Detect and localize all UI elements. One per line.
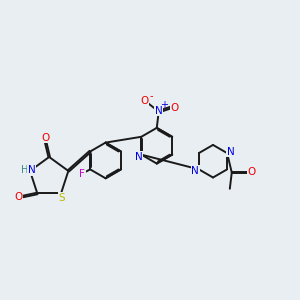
Text: N: N [191,166,199,176]
Text: -: - [149,91,153,101]
Text: O: O [41,133,50,142]
Text: S: S [59,193,65,203]
Text: O: O [248,167,256,178]
Text: N: N [155,106,163,116]
Text: O: O [141,96,149,106]
Text: N: N [135,152,143,162]
Text: H: H [21,165,28,175]
Text: F: F [80,169,85,179]
Text: N: N [227,146,235,157]
Text: O: O [171,103,179,113]
Text: N: N [28,165,35,175]
Text: +: + [160,100,168,110]
Text: O: O [15,192,23,202]
